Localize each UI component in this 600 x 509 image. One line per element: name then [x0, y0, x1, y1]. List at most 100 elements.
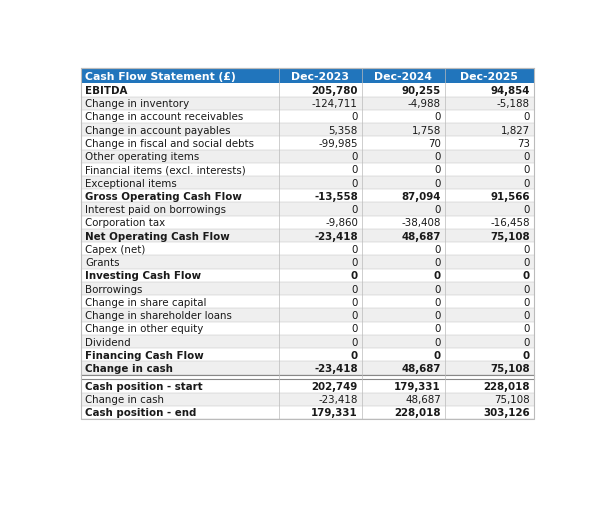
Text: Change in fiscal and social debts: Change in fiscal and social debts: [85, 138, 254, 149]
Text: 0: 0: [524, 297, 530, 307]
Text: 0: 0: [434, 271, 441, 281]
Text: 0: 0: [434, 244, 441, 254]
Text: 5,358: 5,358: [329, 125, 358, 135]
Bar: [81, 110, 534, 124]
Text: 75,108: 75,108: [490, 231, 530, 241]
Text: Financing Cash Flow: Financing Cash Flow: [85, 350, 204, 360]
Text: -4,988: -4,988: [408, 99, 441, 109]
Text: 0: 0: [434, 205, 441, 215]
Text: -13,558: -13,558: [314, 191, 358, 202]
Text: Change in cash: Change in cash: [85, 363, 173, 373]
Text: Change in shareholder loans: Change in shareholder loans: [85, 310, 232, 321]
Text: 0: 0: [524, 205, 530, 215]
Text: -9,860: -9,860: [325, 218, 358, 228]
Bar: [81, 216, 534, 230]
Text: 75,108: 75,108: [490, 363, 530, 373]
Text: 0: 0: [434, 324, 441, 334]
Bar: [81, 190, 534, 203]
Text: 0: 0: [352, 258, 358, 268]
Text: Cash Flow Statement (£): Cash Flow Statement (£): [85, 71, 236, 81]
Text: -23,418: -23,418: [314, 363, 358, 373]
Text: 0: 0: [352, 244, 358, 254]
Text: -23,418: -23,418: [314, 231, 358, 241]
Bar: [81, 335, 534, 349]
Text: Change in account payables: Change in account payables: [85, 125, 230, 135]
Text: Dec-2024: Dec-2024: [374, 71, 432, 81]
Bar: [81, 375, 534, 380]
Text: 87,094: 87,094: [401, 191, 441, 202]
Text: 202,749: 202,749: [311, 381, 358, 391]
Text: 0: 0: [352, 178, 358, 188]
Bar: [81, 282, 534, 296]
Text: Change in share capital: Change in share capital: [85, 297, 206, 307]
Bar: [81, 203, 534, 216]
Text: 0: 0: [523, 271, 530, 281]
Text: 0: 0: [434, 258, 441, 268]
Text: 0: 0: [352, 165, 358, 175]
Text: 0: 0: [352, 112, 358, 122]
Bar: [81, 380, 534, 393]
Text: 48,687: 48,687: [405, 394, 441, 404]
Text: 48,687: 48,687: [401, 363, 441, 373]
Text: 0: 0: [434, 178, 441, 188]
Text: Dec-2025: Dec-2025: [460, 71, 518, 81]
Bar: [81, 84, 534, 97]
Text: 70: 70: [428, 138, 441, 149]
Text: Interest paid on borrowings: Interest paid on borrowings: [85, 205, 226, 215]
Text: Dividend: Dividend: [85, 337, 131, 347]
Text: Change in inventory: Change in inventory: [85, 99, 190, 109]
Text: 0: 0: [434, 165, 441, 175]
Text: 0: 0: [524, 165, 530, 175]
Bar: [81, 309, 534, 322]
Text: Other operating items: Other operating items: [85, 152, 199, 162]
Text: 94,854: 94,854: [491, 86, 530, 96]
Bar: [81, 150, 534, 163]
Text: 0: 0: [434, 337, 441, 347]
Text: 0: 0: [434, 310, 441, 321]
Text: 205,780: 205,780: [311, 86, 358, 96]
Text: 0: 0: [524, 244, 530, 254]
Bar: [81, 163, 534, 177]
Text: 0: 0: [524, 258, 530, 268]
Text: 303,126: 303,126: [484, 408, 530, 417]
Text: Dec-2023: Dec-2023: [291, 71, 349, 81]
Text: Grants: Grants: [85, 258, 119, 268]
Text: 179,331: 179,331: [311, 408, 358, 417]
Bar: [81, 97, 534, 110]
Text: 0: 0: [352, 337, 358, 347]
Bar: [81, 69, 534, 84]
Text: 0: 0: [524, 284, 530, 294]
Text: Gross Operating Cash Flow: Gross Operating Cash Flow: [85, 191, 242, 202]
Text: Net Operating Cash Flow: Net Operating Cash Flow: [85, 231, 230, 241]
Text: 0: 0: [523, 350, 530, 360]
Text: 228,018: 228,018: [394, 408, 441, 417]
Bar: [81, 269, 534, 282]
Text: Capex (net): Capex (net): [85, 244, 145, 254]
Text: 0: 0: [352, 152, 358, 162]
Bar: [81, 393, 534, 406]
Text: Cash position - start: Cash position - start: [85, 381, 203, 391]
Bar: [81, 177, 534, 190]
Text: 1,758: 1,758: [412, 125, 441, 135]
Text: 75,108: 75,108: [494, 394, 530, 404]
Text: Exceptional items: Exceptional items: [85, 178, 177, 188]
Text: 228,018: 228,018: [484, 381, 530, 391]
Text: 0: 0: [352, 205, 358, 215]
Bar: [81, 406, 534, 419]
Text: 0: 0: [524, 178, 530, 188]
Text: Change in cash: Change in cash: [85, 394, 164, 404]
Text: Borrowings: Borrowings: [85, 284, 142, 294]
Text: 0: 0: [524, 324, 530, 334]
Text: -16,458: -16,458: [490, 218, 530, 228]
Text: -23,418: -23,418: [319, 394, 358, 404]
Text: 0: 0: [351, 350, 358, 360]
Bar: [81, 296, 534, 309]
Bar: [81, 243, 534, 256]
Text: -38,408: -38,408: [401, 218, 441, 228]
Text: 0: 0: [434, 350, 441, 360]
Text: 0: 0: [524, 310, 530, 321]
Text: Investing Cash Flow: Investing Cash Flow: [85, 271, 201, 281]
Bar: [81, 69, 534, 419]
Text: 0: 0: [352, 324, 358, 334]
Text: 0: 0: [434, 112, 441, 122]
